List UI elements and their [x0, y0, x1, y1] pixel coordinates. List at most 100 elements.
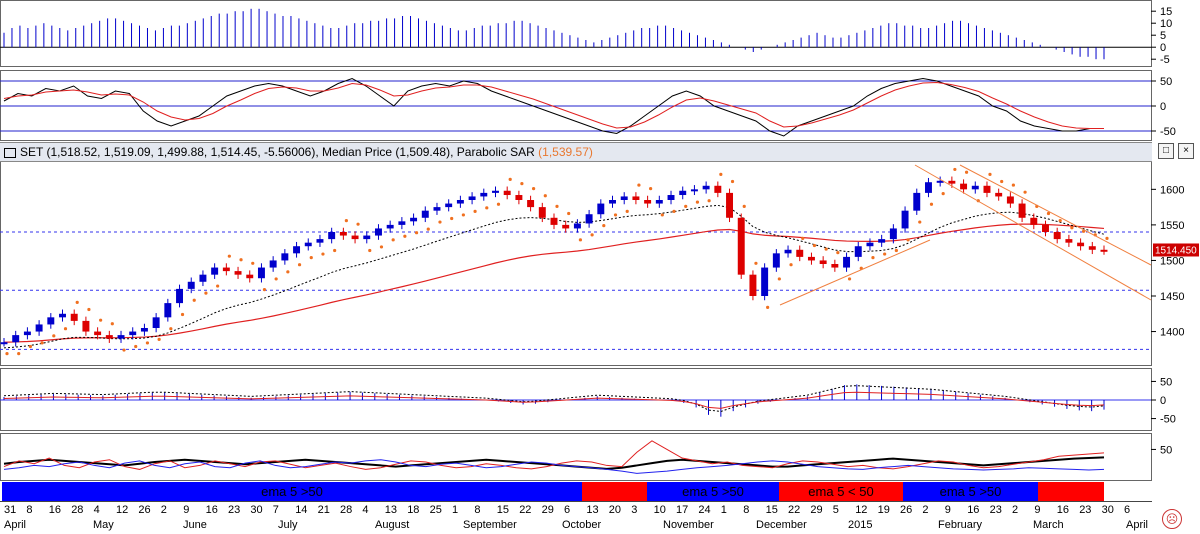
sar-dot — [485, 206, 489, 210]
month-label: April — [1126, 519, 1149, 531]
ema-band-3: ema 5 >50 — [682, 484, 744, 499]
sad-face-icon[interactable]: ☹ — [1162, 509, 1182, 529]
candle-body — [632, 196, 640, 200]
sar-dot — [216, 284, 220, 288]
candle-body — [679, 190, 687, 196]
date-tick-label: 18 — [407, 504, 420, 516]
panel-price — [0, 160, 1152, 366]
candle-body — [117, 335, 125, 339]
sar-dot — [613, 213, 618, 217]
sar-dot — [847, 277, 852, 281]
candle-body — [234, 271, 242, 275]
sar-dot — [134, 344, 138, 349]
sar-dot — [824, 247, 828, 251]
candle-body — [445, 203, 453, 208]
candle-body — [550, 217, 558, 225]
sar-dot — [672, 209, 676, 213]
median-price-readout: Median Price (1,509.48), — [322, 145, 454, 159]
sar-dot — [344, 219, 348, 223]
candle-body — [304, 242, 312, 247]
candle-body — [749, 274, 757, 296]
date-tick-label: 3 — [631, 504, 638, 516]
sar-dot — [929, 202, 934, 206]
candle-body — [948, 180, 956, 184]
sar-dot — [461, 213, 465, 217]
date-tick-label: 19 — [877, 504, 890, 516]
month-label: June — [183, 519, 207, 531]
symbol-label: SET — [20, 145, 44, 159]
sar-dot — [297, 263, 302, 267]
sar-dot — [309, 256, 313, 260]
month-label: April — [4, 519, 27, 531]
sar-dot — [508, 177, 512, 181]
candle-body — [878, 239, 886, 243]
sar-dot — [192, 298, 196, 302]
sar-dot — [122, 348, 126, 352]
candle-body — [924, 182, 932, 193]
date-tick-label: 12 — [855, 504, 868, 516]
sar-dot — [239, 258, 243, 262]
candle-body — [59, 313, 66, 318]
candle-body — [386, 224, 394, 229]
candle-body — [199, 274, 207, 282]
month-label: September — [463, 519, 517, 531]
candle-body — [597, 203, 605, 215]
candle-body — [35, 324, 43, 332]
candle-body — [971, 185, 979, 190]
candle-body — [1065, 239, 1073, 243]
date-tick-label: 13 — [384, 504, 398, 516]
candle-body — [246, 274, 254, 279]
y-tick-label: 1500 — [1160, 255, 1184, 267]
date-tick-label: 20 — [608, 504, 622, 516]
candle-body — [609, 200, 616, 204]
date-tick-label: 31 — [4, 504, 17, 516]
chart-canvas: 151050-5500-5016001550150014501400500-50… — [0, 0, 1199, 501]
sar-dot — [531, 187, 536, 191]
date-tick-label: 25 — [429, 504, 442, 516]
sar-dot — [894, 248, 898, 253]
date-tick-label: 4 — [93, 504, 100, 516]
date-tick-label: 9 — [1034, 504, 1041, 516]
close-button[interactable]: × — [1178, 143, 1194, 159]
y-tick-label: 1600 — [1160, 184, 1184, 196]
candle-body — [1088, 246, 1096, 250]
candle-body — [585, 214, 593, 224]
candle-body — [527, 200, 535, 208]
candle-body — [164, 303, 172, 318]
date-tick-label: 21 — [317, 504, 330, 516]
date-tick-label: 16 — [48, 504, 62, 516]
candle-body — [913, 192, 921, 211]
candle-body — [456, 200, 464, 204]
candle-body — [562, 224, 570, 229]
maximize-button[interactable]: □ — [1158, 143, 1174, 159]
candle-body — [339, 232, 347, 236]
candle-body — [866, 242, 874, 247]
sar-dot — [52, 334, 56, 338]
sar-dot — [333, 248, 337, 253]
sar-dot — [730, 179, 735, 184]
month-label: March — [1033, 519, 1064, 531]
oscillator-series-line — [3, 81, 1104, 129]
trend-channel-line — [959, 164, 1152, 266]
candle-body — [936, 180, 944, 183]
ohlc-readout: (1,518.52, 1,519.09, 1,499.88, 1,514.45,… — [46, 145, 319, 159]
candle-body — [492, 190, 499, 193]
date-tick-label: 16 — [967, 504, 980, 516]
month-label: May — [93, 519, 114, 531]
candle-body — [12, 335, 20, 343]
candle-body — [351, 235, 359, 240]
candle-body — [995, 192, 1003, 197]
candle-body — [726, 192, 734, 218]
candle-body — [644, 200, 652, 204]
sar-dot — [906, 238, 910, 242]
ema-band-background — [903, 482, 1038, 501]
candle-body — [761, 267, 769, 296]
y-tick-label: 50 — [1160, 376, 1172, 388]
y-tick-label: 0 — [1160, 395, 1166, 407]
candle-body — [70, 313, 78, 321]
date-tick-label: 24 — [698, 504, 711, 516]
candle-body — [843, 256, 851, 268]
ema-band-4: ema 5 < 50 — [808, 484, 874, 499]
date-tick-label: 29 — [810, 504, 823, 516]
sar-dot — [286, 270, 290, 274]
